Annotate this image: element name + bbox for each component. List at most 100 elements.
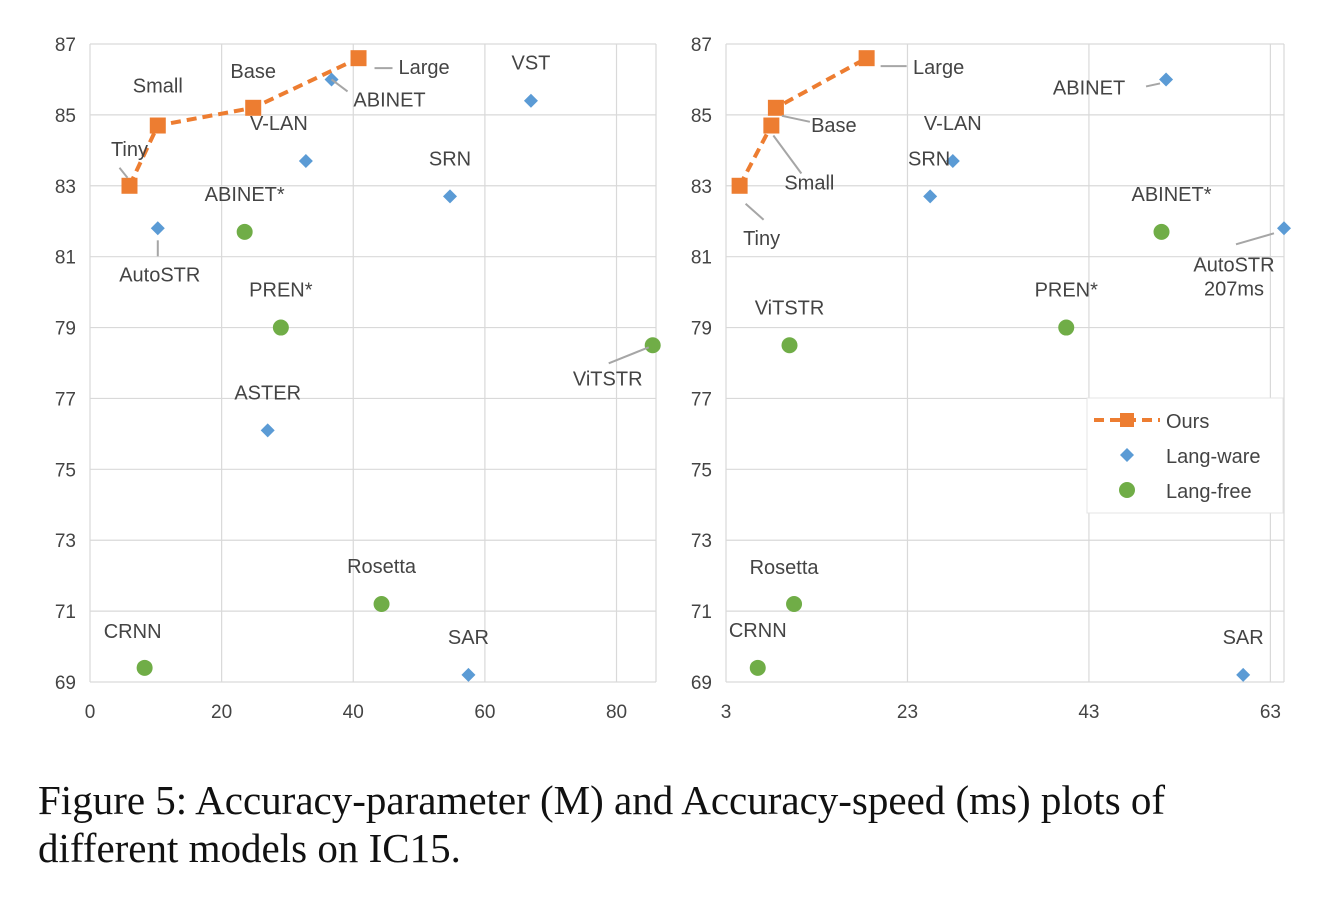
y-tick-label: 85 bbox=[691, 106, 712, 127]
legend-ours-marker bbox=[1120, 413, 1134, 427]
y-tick-label: 79 bbox=[691, 319, 712, 340]
point-label-small: Small bbox=[133, 76, 183, 98]
leader-line bbox=[1145, 82, 1161, 88]
point-large bbox=[858, 50, 875, 67]
point-label-srn: SRN bbox=[429, 148, 471, 170]
point-base bbox=[245, 99, 262, 116]
point-label-rosetta: Rosetta bbox=[347, 556, 417, 578]
point-vst bbox=[523, 93, 538, 108]
point-crnn bbox=[136, 659, 153, 676]
point-label-large: Large bbox=[399, 57, 450, 79]
figure-caption: Figure 5: Accuracy-parameter (M) and Acc… bbox=[38, 777, 1166, 871]
accuracy-speed-chart: 69 71 73 75 77 79 81 83 85 87 3 23 43 63 Tiny Small Base… bbox=[691, 35, 1291, 723]
point-rosetta bbox=[373, 596, 390, 613]
point-abinet-star bbox=[236, 223, 253, 240]
x-tick-label: 20 bbox=[211, 702, 232, 723]
point-label-abinet: ABINET bbox=[353, 89, 425, 111]
leader-line bbox=[744, 203, 765, 221]
x-tick-label: 0 bbox=[85, 702, 96, 723]
point-label-rosetta: Rosetta bbox=[750, 557, 820, 579]
legend-lang-free-label: Lang-free bbox=[1166, 481, 1252, 503]
point-large bbox=[350, 50, 367, 67]
point-label-base: Base bbox=[811, 115, 857, 137]
point-sar bbox=[1236, 667, 1251, 682]
point-label-v-lan: V-LAN bbox=[250, 113, 308, 135]
y-tick-label: 69 bbox=[691, 673, 712, 694]
point-label-crnn: CRNN bbox=[104, 621, 162, 643]
point-vitstr bbox=[644, 337, 661, 354]
point-label-vitstr: ViTSTR bbox=[755, 297, 825, 319]
legend-lang-free-marker bbox=[1119, 482, 1135, 498]
y-tick-label: 87 bbox=[691, 35, 712, 56]
legend-lang-ware-label: Lang-ware bbox=[1166, 446, 1261, 468]
point-v-lan bbox=[298, 153, 313, 168]
legend-ours-label: Ours bbox=[1166, 411, 1209, 433]
point-label-sar: SAR bbox=[1223, 627, 1264, 649]
y-tick-label: 75 bbox=[691, 460, 712, 481]
point-base bbox=[767, 99, 784, 116]
y-tick-label: 83 bbox=[55, 177, 76, 198]
leader-line bbox=[608, 346, 650, 365]
point-rosetta bbox=[786, 596, 803, 613]
point-abinet-star bbox=[1153, 223, 1170, 240]
point-label-srn: SRN bbox=[908, 148, 950, 170]
point-v-lan bbox=[945, 153, 960, 168]
point-label-tiny: Tiny bbox=[743, 228, 780, 250]
point-label-abinet-star: ABINET* bbox=[205, 184, 285, 206]
y-tick-label: 75 bbox=[55, 460, 76, 481]
point-label-abinet-star: ABINET* bbox=[1131, 184, 1211, 206]
y-tick-label: 85 bbox=[55, 106, 76, 127]
point-tiny bbox=[121, 177, 138, 194]
point-label-base: Base bbox=[230, 61, 276, 83]
figure-canvas: 69 71 73 75 77 79 81 83 85 87 0 20 40 60 80 Tiny Small Ba… bbox=[55, 35, 1291, 723]
point-pren-star bbox=[1058, 319, 1075, 336]
x-tick-label: 3 bbox=[721, 702, 732, 723]
ours-series-line bbox=[127, 56, 360, 187]
x-tick-label: 40 bbox=[343, 702, 364, 723]
point-srn bbox=[923, 189, 938, 204]
y-tick-label: 71 bbox=[691, 602, 712, 623]
point-srn bbox=[443, 189, 458, 204]
point-label-vst: VST bbox=[512, 53, 551, 75]
point-label-small: Small bbox=[784, 173, 834, 195]
point-autostr bbox=[150, 221, 165, 236]
point-pren-star bbox=[272, 319, 289, 336]
x-tick-label: 23 bbox=[897, 702, 918, 723]
legend: Ours Lang-ware Lang-free bbox=[1086, 397, 1284, 514]
point-label-abinet: ABINET bbox=[1053, 77, 1125, 99]
point-aster bbox=[260, 423, 275, 438]
y-tick-label: 73 bbox=[55, 531, 76, 552]
point-autostr bbox=[1277, 221, 1291, 236]
y-tick-label: 71 bbox=[55, 602, 76, 623]
y-tick-label: 69 bbox=[55, 673, 76, 694]
point-label-aster: ASTER bbox=[234, 382, 301, 404]
accuracy-parameter-chart: 69 71 73 75 77 79 81 83 85 87 0 20 40 60 80 Tiny Small Ba… bbox=[55, 35, 661, 723]
point-label-crnn: CRNN bbox=[729, 620, 787, 642]
point-label-autostr: AutoSTR bbox=[119, 264, 200, 286]
x-tick-label: 60 bbox=[474, 702, 495, 723]
point-label-v-lan: V-LAN bbox=[924, 113, 982, 135]
point-small bbox=[149, 117, 166, 134]
leader-line bbox=[772, 134, 803, 175]
y-tick-label: 77 bbox=[55, 389, 76, 410]
leader-line bbox=[1235, 232, 1275, 246]
y-tick-label: 81 bbox=[691, 248, 712, 269]
x-tick-label: 63 bbox=[1260, 702, 1281, 723]
point-label-vitstr: ViTSTR bbox=[573, 368, 643, 390]
y-tick-label: 77 bbox=[691, 389, 712, 410]
leader-line bbox=[118, 167, 129, 179]
x-tick-label: 43 bbox=[1078, 702, 1099, 723]
point-label-autostr: AutoSTR 207ms bbox=[1193, 254, 1274, 300]
y-tick-label: 83 bbox=[691, 177, 712, 198]
y-tick-label: 87 bbox=[55, 35, 76, 56]
leader-line bbox=[330, 78, 349, 93]
point-label-tiny: Tiny bbox=[111, 139, 148, 161]
ours-series-line bbox=[737, 56, 868, 187]
leader-line bbox=[781, 114, 811, 123]
point-label-pren-star: PREN* bbox=[249, 280, 313, 302]
y-tick-label: 73 bbox=[691, 531, 712, 552]
point-label-large: Large bbox=[913, 57, 964, 79]
point-vitstr bbox=[781, 337, 798, 354]
point-abinet bbox=[1159, 72, 1174, 87]
y-tick-label: 81 bbox=[55, 248, 76, 269]
